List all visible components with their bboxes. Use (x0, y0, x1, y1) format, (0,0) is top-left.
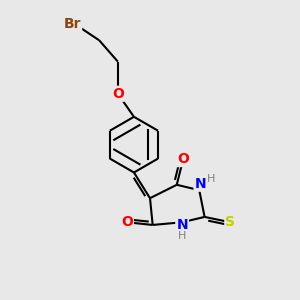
Text: O: O (177, 152, 189, 166)
Text: O: O (112, 87, 124, 101)
Text: Br: Br (64, 17, 81, 31)
Text: H: H (207, 174, 215, 184)
Text: H: H (178, 231, 186, 241)
Text: N: N (176, 218, 188, 232)
Text: S: S (225, 215, 235, 229)
Text: N: N (194, 177, 206, 191)
Text: O: O (121, 215, 133, 229)
